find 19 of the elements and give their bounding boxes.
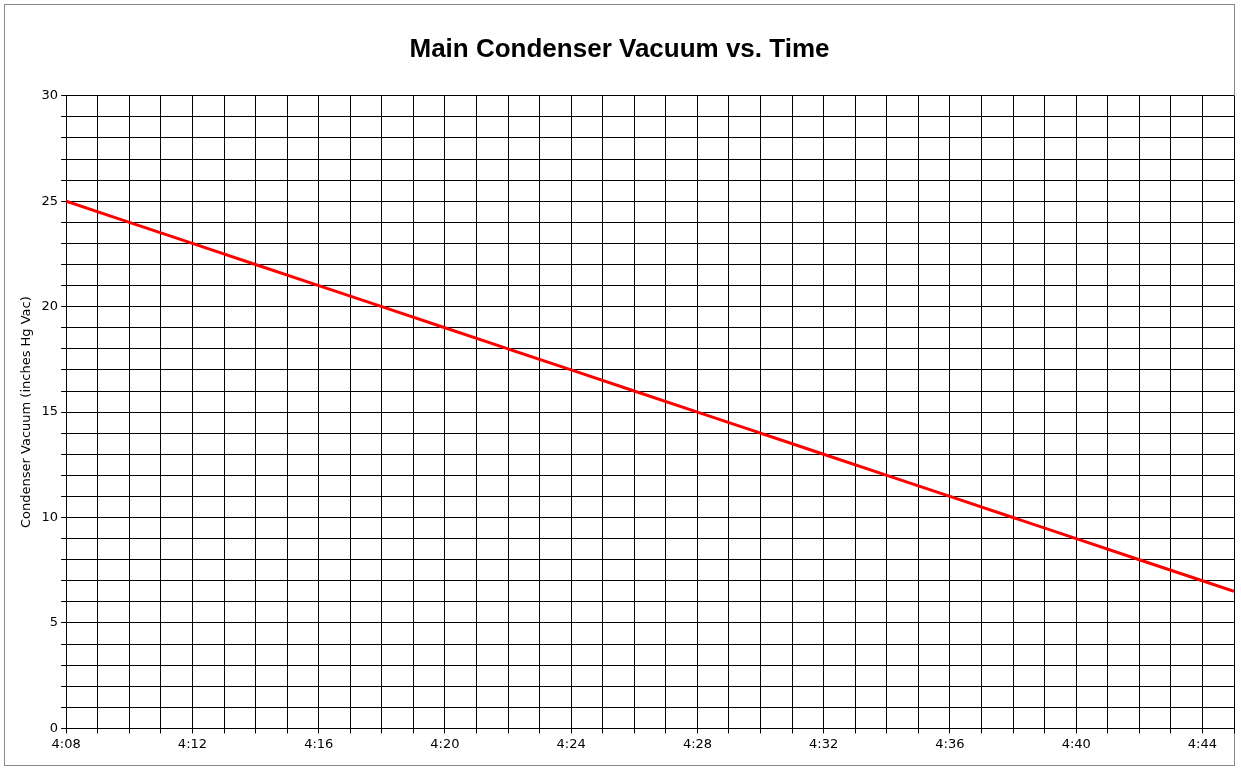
y-tick-label: 20 [41,298,59,314]
x-tick-label: 4:16 [304,735,334,751]
x-tick-label: 4:32 [809,735,839,751]
chart-title: Main Condenser Vacuum vs. Time [408,33,831,64]
x-tick-label: 4:40 [1061,735,1091,751]
y-axis-title: Condenser Vacuum (inches Hg Vac) [18,296,34,528]
y-tick-label: 25 [41,192,59,208]
y-tick-label: 10 [41,508,59,524]
y-tick-label: 5 [49,614,59,630]
x-tick-label: 4:28 [682,735,713,751]
y-tick-label: 15 [41,403,59,419]
x-tick-label: 4:44 [1187,735,1217,751]
x-tick-label: 4:12 [177,735,208,751]
x-tick-label: 4:36 [935,735,965,751]
y-tick-label: 30 [41,87,59,103]
x-tick-label: 4:08 [51,735,81,751]
x-tick-label: 4:20 [430,735,460,751]
y-tick-label: 0 [49,719,59,735]
x-tick-label: 4:24 [556,735,586,751]
